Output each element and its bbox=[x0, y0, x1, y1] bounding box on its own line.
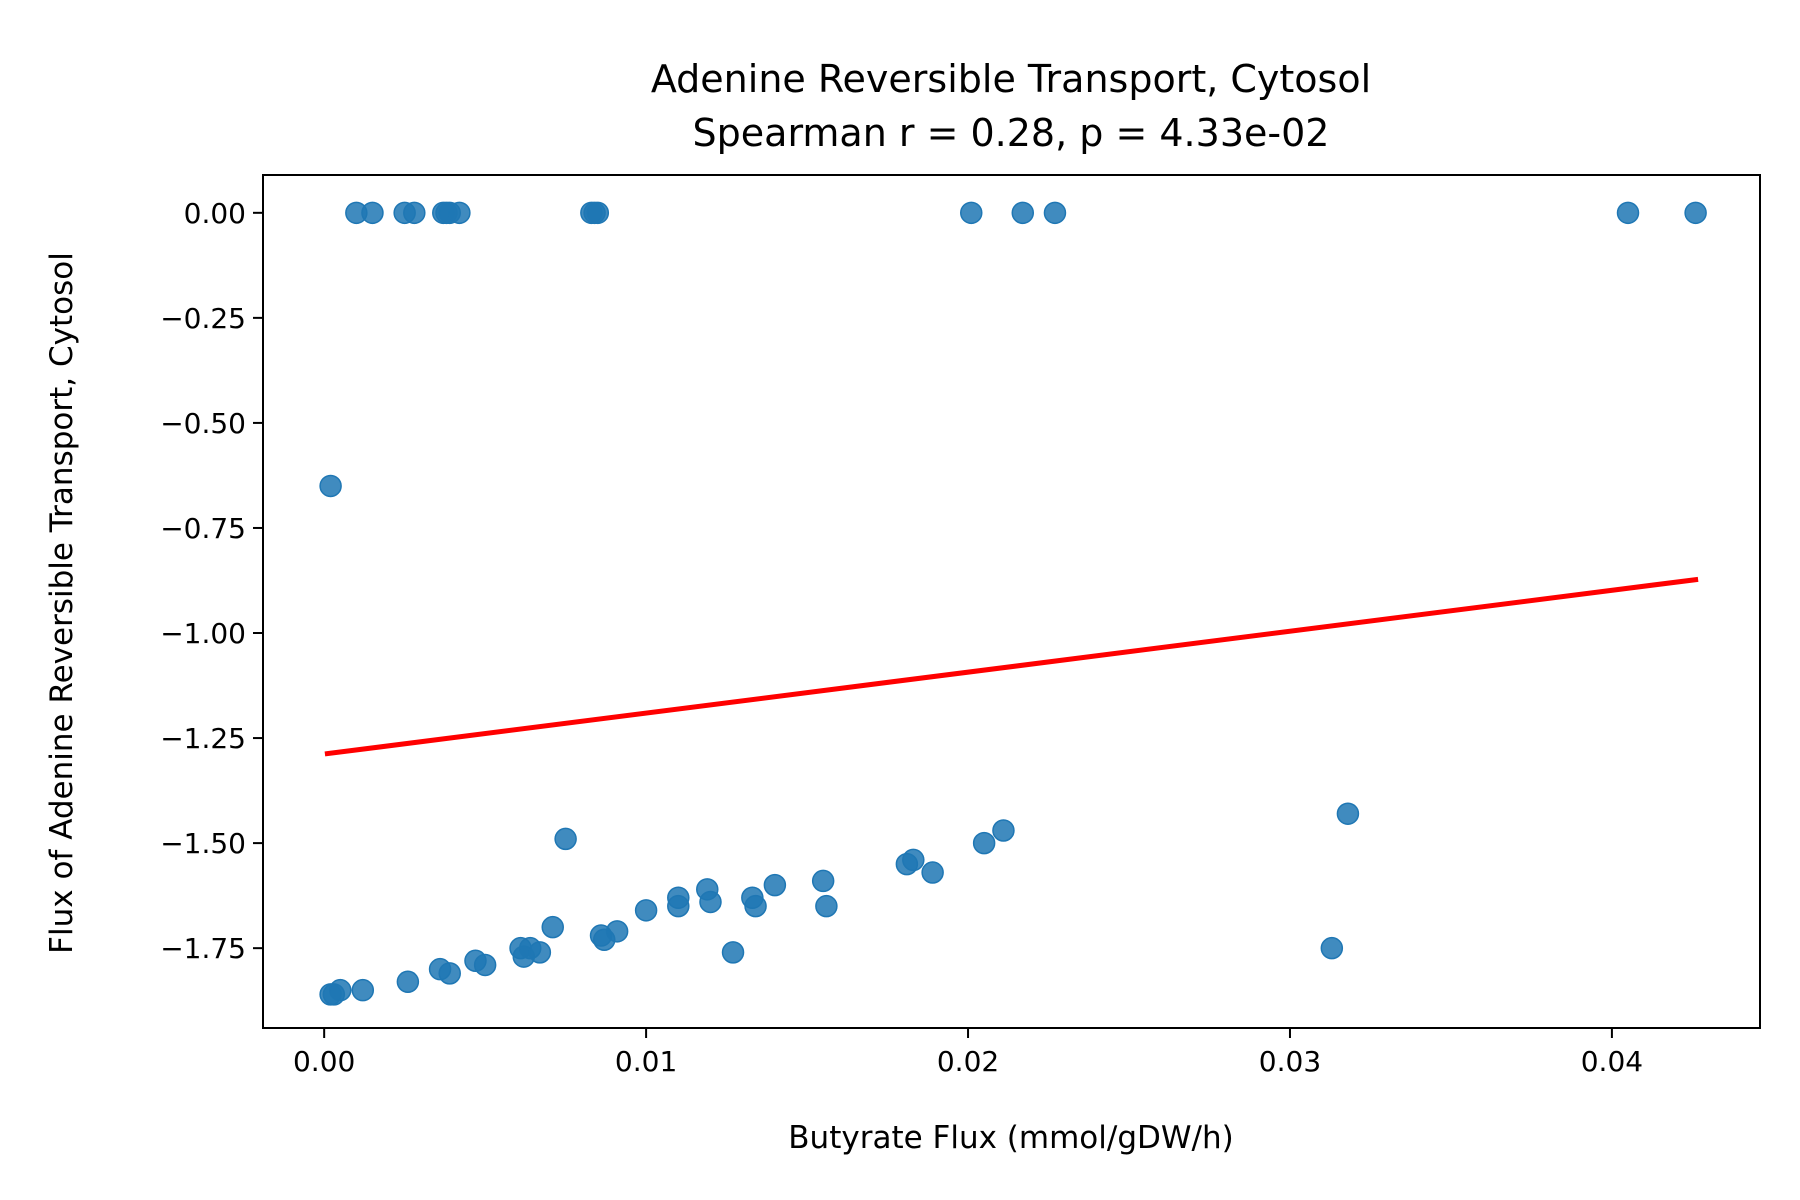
scatter-point bbox=[351, 978, 375, 1002]
scatter-point bbox=[396, 970, 420, 994]
regression-line bbox=[324, 576, 1699, 757]
y-tick-label: 0.00 bbox=[184, 197, 246, 230]
x-axis: 0.00 0.01 0.02 0.03 0.04 bbox=[293, 1028, 1643, 1078]
scatter-point bbox=[921, 861, 944, 884]
scatter-point bbox=[528, 941, 552, 964]
scatter-point bbox=[605, 920, 629, 943]
y-tick-label: −0.25 bbox=[160, 302, 246, 335]
scatter-points-layer bbox=[319, 201, 1707, 1006]
scatter-point bbox=[815, 894, 838, 918]
scatter-point bbox=[634, 899, 658, 922]
x-tick-label: 0.00 bbox=[293, 1045, 355, 1078]
y-tick-label: −1.75 bbox=[160, 932, 246, 965]
y-tick-label: −0.50 bbox=[160, 407, 246, 440]
scatter-point bbox=[554, 827, 577, 851]
scatter-point bbox=[744, 894, 767, 918]
scatter-point bbox=[1043, 201, 1067, 225]
y-tick-label: −1.25 bbox=[160, 722, 246, 755]
scatter-point bbox=[448, 201, 471, 225]
scatter-point bbox=[361, 201, 384, 225]
regression-line-layer bbox=[324, 576, 1699, 757]
x-axis-label: Butyrate Flux (mmol/gDW/h) bbox=[788, 1120, 1233, 1156]
scatter-point bbox=[1684, 201, 1707, 225]
y-tick-label: −0.75 bbox=[160, 512, 246, 545]
scatter-point bbox=[541, 915, 564, 939]
scatter-point bbox=[992, 819, 1015, 842]
y-tick-label: −1.50 bbox=[160, 827, 246, 860]
x-tick-label: 0.02 bbox=[937, 1045, 999, 1078]
x-tick-label: 0.03 bbox=[1259, 1045, 1321, 1078]
scatter-point bbox=[329, 978, 352, 1002]
scatter-point bbox=[763, 873, 787, 897]
scatter-point bbox=[1320, 936, 1344, 960]
scatter-point bbox=[319, 474, 342, 498]
y-axis-label: Flux of Adenine Reversible Transport, Cy… bbox=[44, 252, 80, 954]
x-tick-label: 0.01 bbox=[615, 1045, 677, 1078]
x-tick-label: 0.04 bbox=[1581, 1045, 1643, 1078]
scatter-point bbox=[1011, 201, 1035, 225]
chart-title: Adenine Reversible Transport, Cytosol bbox=[651, 57, 1371, 101]
scatter-point bbox=[721, 941, 745, 964]
plot-area-frame bbox=[262, 174, 1761, 1029]
scatter-point bbox=[586, 201, 610, 225]
scatter-point bbox=[438, 962, 461, 985]
scatter-point bbox=[667, 894, 690, 918]
scatter-point bbox=[473, 953, 497, 977]
chart-subtitle: Spearman r = 0.28, p = 4.33e-02 bbox=[693, 111, 1330, 155]
scatter-point bbox=[403, 201, 426, 225]
scatter-point bbox=[699, 890, 722, 914]
y-axis: 0.00 −0.25 −0.50 −0.75 −1.00 −1.25 −1.50 −1.75 bbox=[160, 197, 263, 965]
y-tick-label: −1.00 bbox=[160, 617, 246, 650]
scatter-point bbox=[1336, 802, 1360, 825]
scatter-point bbox=[960, 201, 983, 225]
scatter-point bbox=[972, 831, 996, 855]
scatter-point bbox=[1616, 201, 1640, 225]
scatter-point bbox=[902, 848, 925, 872]
scatter-point bbox=[811, 869, 835, 893]
